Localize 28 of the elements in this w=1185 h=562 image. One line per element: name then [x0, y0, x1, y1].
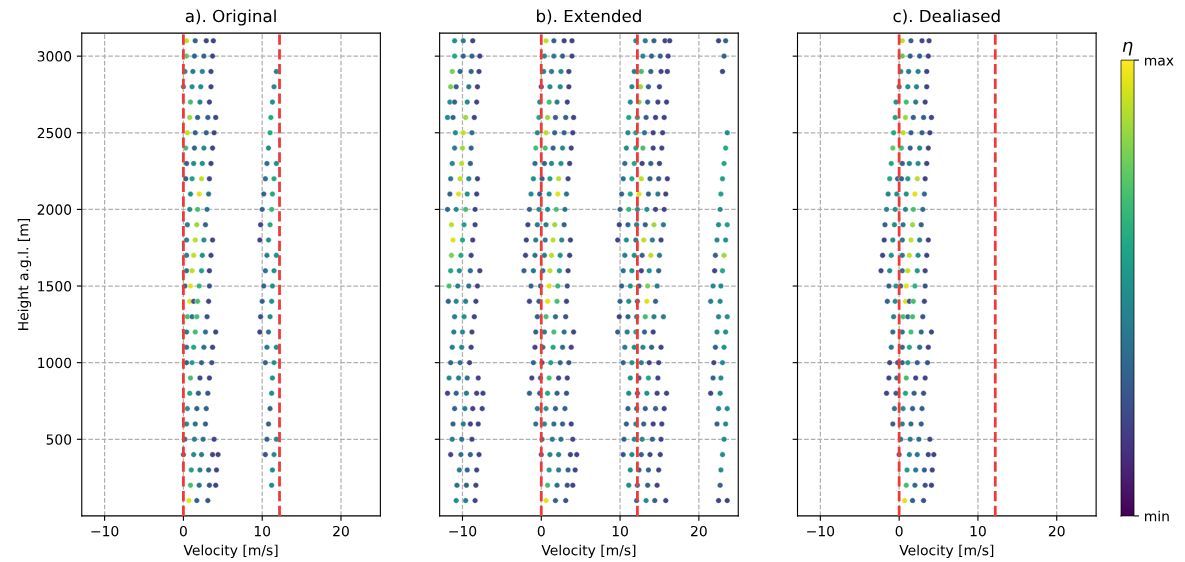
y-tick-label: 2500 [37, 127, 72, 139]
x-tick-label: 0 [179, 525, 187, 537]
x-axis-title: Velocity [m/s] [183, 544, 278, 559]
chart-title: a). Original [185, 9, 276, 26]
x-tick-label: 20 [1048, 525, 1065, 537]
x-tick-label: 0 [537, 525, 545, 537]
color-bar-label: min [1145, 510, 1169, 522]
color-bar-title: η [1122, 41, 1133, 56]
x-tick-label: −10 [91, 525, 119, 537]
y-tick-label: 1000 [38, 357, 72, 369]
x-tick-label: 20 [691, 525, 707, 537]
chart-title: c). Dealiased [893, 9, 1000, 25]
x-tick-label: 10 [970, 525, 986, 537]
x-tick-label: −10 [449, 525, 477, 537]
x-tick-label: 10 [612, 525, 628, 537]
x-axis-title: Velocity [m/s] [541, 544, 636, 559]
y-tick-label: 1500 [38, 281, 72, 292]
y-tick-label: 500 [46, 434, 72, 445]
x-axis-title: Velocity [m/s] [899, 544, 994, 559]
color-bar-label: max [1145, 57, 1174, 66]
y-tick-label: 2000 [37, 204, 72, 215]
x-tick-label: −10 [807, 525, 835, 537]
y-tick-label: 3000 [37, 51, 72, 62]
x-tick-label: 10 [254, 525, 271, 537]
x-tick-label: 20 [333, 525, 349, 537]
chart-title: b). Extended [537, 9, 641, 25]
x-tick-label: 0 [895, 525, 903, 537]
y-axis-title: Height a.g.l. [m] [17, 218, 32, 330]
